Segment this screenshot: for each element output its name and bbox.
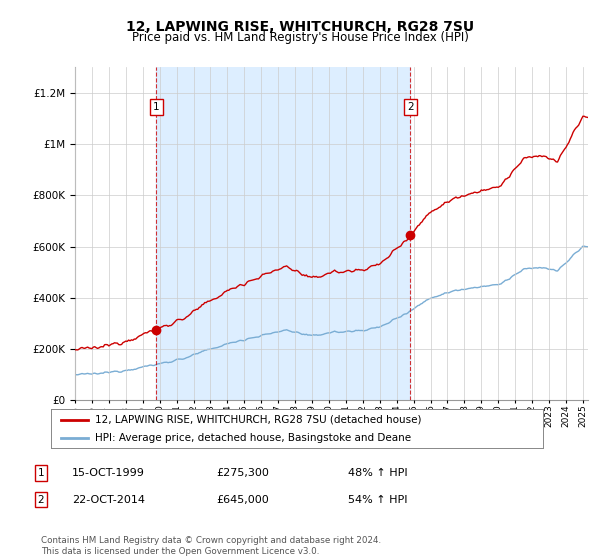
Text: 12, LAPWING RISE, WHITCHURCH, RG28 7SU (detached house): 12, LAPWING RISE, WHITCHURCH, RG28 7SU (… (95, 415, 422, 425)
Bar (156, 67, 410, 400)
Text: Price paid vs. HM Land Registry's House Price Index (HPI): Price paid vs. HM Land Registry's House … (131, 31, 469, 44)
Text: 2: 2 (37, 494, 44, 505)
Text: £275,300: £275,300 (216, 468, 269, 478)
Text: 2: 2 (407, 102, 414, 112)
Text: 1: 1 (153, 102, 160, 112)
Text: 12, LAPWING RISE, WHITCHURCH, RG28 7SU: 12, LAPWING RISE, WHITCHURCH, RG28 7SU (126, 20, 474, 34)
Text: £645,000: £645,000 (216, 494, 269, 505)
Text: 1: 1 (37, 468, 44, 478)
Text: 54% ↑ HPI: 54% ↑ HPI (348, 494, 407, 505)
Text: HPI: Average price, detached house, Basingstoke and Deane: HPI: Average price, detached house, Basi… (95, 433, 412, 443)
Text: 15-OCT-1999: 15-OCT-1999 (72, 468, 145, 478)
Text: 22-OCT-2014: 22-OCT-2014 (72, 494, 145, 505)
Text: Contains HM Land Registry data © Crown copyright and database right 2024.
This d: Contains HM Land Registry data © Crown c… (41, 536, 381, 556)
Text: 48% ↑ HPI: 48% ↑ HPI (348, 468, 407, 478)
